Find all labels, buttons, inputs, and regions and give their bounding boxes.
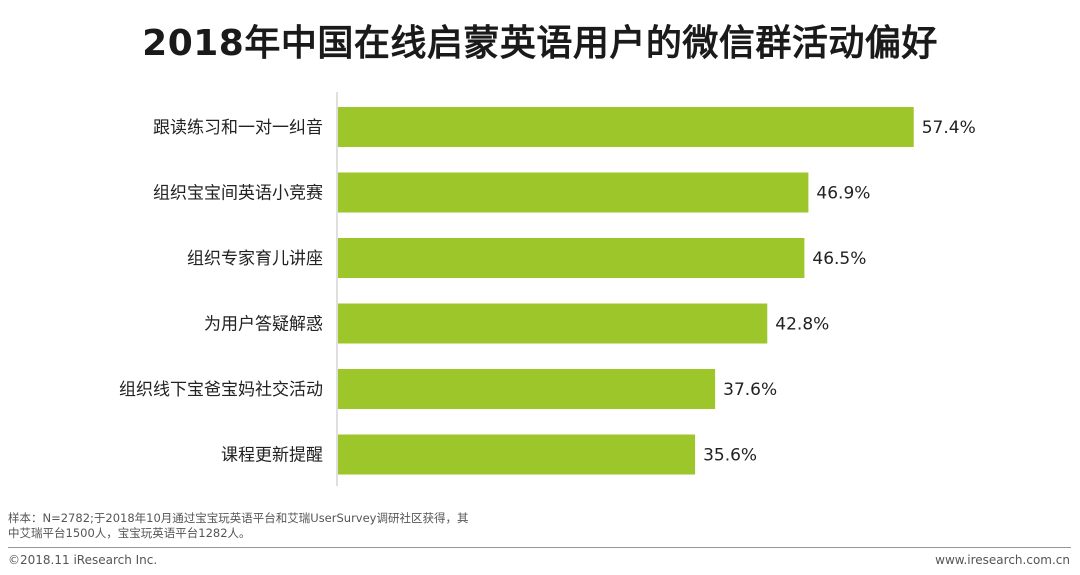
category-label-2: 组织宝宝间英语小竞赛 [153,183,323,204]
bar-3 [338,238,805,278]
sample-note-line-2: 中艾瑞平台1500人，宝宝玩英语平台1282人。 [8,526,251,540]
footer-divider [8,547,1071,548]
bar-chart: 跟读练习和一对一纠音 57.4% 组织宝宝间英语小竞赛 46.9% 组织专家育儿讲座 46… [119,92,976,486]
bar-6 [338,434,696,475]
sample-note-line-1: 样本：N=2782;于2018年10月通过宝宝玩英语平台和艾瑞UserSurve… [8,511,469,525]
bar-5 [338,369,716,409]
chart-title: 2018年中国在线启蒙英语用户的微信群活动偏好 [142,23,938,64]
value-label-2: 46.9% [816,184,870,204]
category-label-3: 组织专家育儿讲座 [187,249,323,269]
copyright-text: ©2018.11 iResearch Inc. [8,553,158,567]
bar-4 [338,303,768,344]
sample-note: 样本：N=2782;于2018年10月通过宝宝玩英语平台和艾瑞UserSurve… [8,511,548,541]
category-label-5: 组织线下宝爸宝妈社交活动 [119,380,323,400]
value-label-4: 42.8% [775,315,829,335]
category-label-6: 课程更新提醒 [221,446,323,466]
category-label-1: 跟读练习和一对一纠音 [153,118,323,138]
bar-1 [338,107,914,147]
category-label-4: 为用户答疑解惑 [204,315,323,335]
website-link[interactable]: www.iresearch.com.cn [935,553,1070,567]
value-label-3: 46.5% [812,249,866,269]
value-label-5: 37.6% [723,380,777,400]
bar-2 [338,172,809,213]
value-label-6: 35.6% [703,446,757,466]
value-label-1: 57.4% [922,118,976,138]
